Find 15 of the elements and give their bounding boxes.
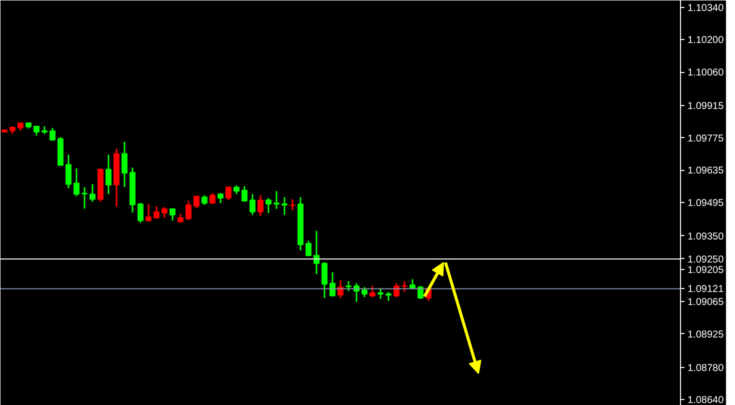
ref-line-label: 1.09121 — [688, 284, 724, 296]
y-tick-label: 1.09065 — [688, 297, 724, 308]
y-tick-label: 1.08640 — [688, 395, 724, 405]
y-tick-label: 1.10060 — [688, 68, 724, 79]
y-tick-label: 1.09350 — [688, 231, 724, 242]
y-tick-label: 1.09775 — [688, 133, 724, 144]
y-tick-label: 1.09205 — [688, 264, 724, 276]
y-tick-label: 1.09635 — [688, 166, 724, 177]
y-tick-label: 1.09495 — [688, 198, 724, 209]
y-tick-label: 1.10340 — [688, 2, 724, 14]
y-tick-label: 1.10200 — [688, 35, 724, 46]
y-tick-label: 1.09915 — [688, 101, 724, 112]
ref-line-label: 1.09250 — [688, 254, 724, 266]
y-tick-label: 1.08780 — [688, 362, 724, 374]
y-tick-label: 1.08925 — [688, 329, 724, 340]
